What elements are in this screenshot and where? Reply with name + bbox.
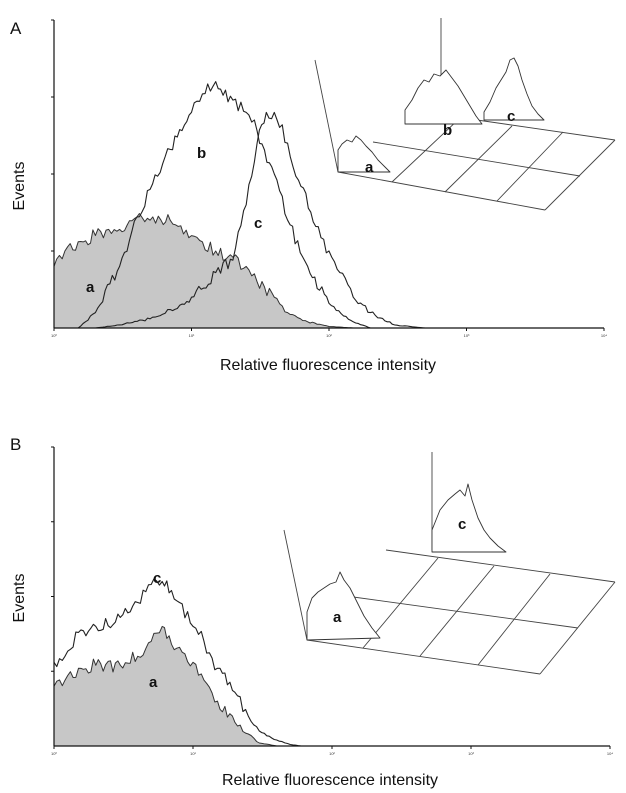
inset-b-back-wall-left [283, 529, 308, 641]
inset-a-floor-div-3 [496, 131, 564, 202]
panel-b-fills [53, 625, 278, 747]
panel-b-x-tick-label: 10³ [468, 751, 474, 756]
panel-b-y-axis-label: Events [11, 574, 28, 623]
inset-b-curve-a [306, 571, 381, 641]
panel-a-y-axis-label: Events [11, 162, 28, 211]
panel-b-label-a: a [149, 674, 158, 691]
panel-b-x-tick-label: 10¹ [190, 751, 196, 756]
panel-a-series-c-line [95, 111, 426, 329]
panel-a-label-a: a [86, 279, 95, 296]
inset-a-label-c: c [507, 108, 515, 125]
panel-a-x-axis-label: Relative fluorescence intensity [220, 357, 436, 374]
panel-a-x-tick-label: 10⁰ [51, 333, 57, 338]
inset-a-floor-front [337, 171, 546, 211]
panel-b-x-tick-label: 10² [329, 751, 335, 756]
panel-b: B 10⁰ 10¹ 10² 10³ 10⁴ a c Events Relative fl… [10, 435, 616, 789]
panel-a-series-b-line [77, 81, 371, 329]
panel-a-inset: a b c [314, 18, 616, 211]
panel-a-x-tick-label: 10¹ [189, 333, 195, 338]
inset-b-label-a: a [333, 609, 342, 626]
panel-b-x-tick-label: 10⁰ [51, 751, 57, 756]
inset-a-curve-a [337, 135, 391, 173]
panel-b-x-axis-label: Relative fluorescence intensity [222, 772, 438, 789]
panel-b-ticks: 10⁰ 10¹ 10² 10³ 10⁴ [51, 446, 613, 756]
panel-letter-a: A [10, 19, 22, 38]
inset-a-curve-b [404, 69, 483, 125]
inset-b-floor-div-3 [477, 573, 551, 666]
inset-b-floor-div-2 [419, 565, 495, 657]
panel-b-inset: a c [283, 452, 616, 675]
panel-a-x-tick-label: 10² [326, 333, 332, 338]
panel-letter-b: B [10, 435, 21, 454]
panel-b-series-a-fill [53, 625, 278, 747]
inset-a-back-wall-left [314, 59, 339, 173]
inset-a-label-b: b [443, 122, 452, 139]
inset-b-floor-front [306, 639, 541, 675]
panel-b-lines [53, 578, 302, 747]
panel-a-x-tick-label: 10⁴ [601, 333, 607, 338]
inset-a-floor-mid [372, 141, 581, 177]
inset-b-curve-c [431, 483, 507, 553]
panel-a-fills [53, 213, 354, 329]
panel-a-label-c: c [254, 215, 262, 232]
panel-a-label-b: b [197, 145, 206, 162]
inset-a-floor-right [544, 139, 616, 211]
panel-a-lines [77, 81, 426, 329]
inset-a-floor-div-2 [444, 125, 513, 193]
inset-b-floor-mid [345, 595, 579, 629]
panel-a-series-a-fill [53, 213, 354, 329]
inset-a-curve-c [483, 57, 545, 121]
inset-a-label-a: a [365, 159, 374, 176]
panel-b-x-tick-label: 10⁴ [607, 751, 613, 756]
panel-a: A 10⁰ 10¹ 10² 10³ 10⁴ a b c Events Relative … [10, 18, 616, 374]
inset-b-label-c: c [458, 516, 466, 533]
inset-b-floor-back [385, 549, 616, 583]
panel-a-ticks: 10⁰ 10¹ 10² 10³ 10⁴ [51, 19, 607, 338]
inset-a-floor-div-1 [391, 117, 461, 183]
panel-b-label-c: c [153, 570, 161, 587]
panel-a-x-tick-label: 10³ [464, 333, 470, 338]
panel-b-series-c-line [53, 578, 302, 747]
